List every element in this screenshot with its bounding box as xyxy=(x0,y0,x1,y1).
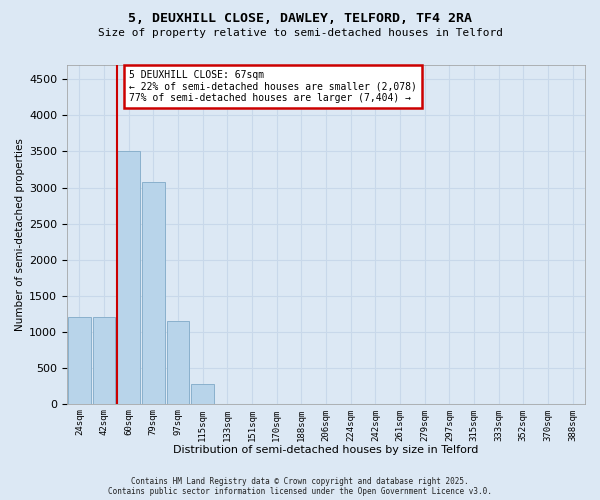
Bar xyxy=(167,321,190,404)
Bar xyxy=(142,182,164,404)
Bar xyxy=(92,317,115,404)
Bar xyxy=(191,384,214,404)
Bar xyxy=(118,151,140,404)
Text: 5, DEUXHILL CLOSE, DAWLEY, TELFORD, TF4 2RA: 5, DEUXHILL CLOSE, DAWLEY, TELFORD, TF4 … xyxy=(128,12,472,26)
Y-axis label: Number of semi-detached properties: Number of semi-detached properties xyxy=(15,138,25,331)
Bar xyxy=(68,317,91,404)
Text: 5 DEUXHILL CLOSE: 67sqm
← 22% of semi-detached houses are smaller (2,078)
77% of: 5 DEUXHILL CLOSE: 67sqm ← 22% of semi-de… xyxy=(129,70,417,103)
Text: Contains HM Land Registry data © Crown copyright and database right 2025.
Contai: Contains HM Land Registry data © Crown c… xyxy=(108,476,492,496)
X-axis label: Distribution of semi-detached houses by size in Telford: Distribution of semi-detached houses by … xyxy=(173,445,479,455)
Text: Size of property relative to semi-detached houses in Telford: Size of property relative to semi-detach… xyxy=(97,28,503,38)
